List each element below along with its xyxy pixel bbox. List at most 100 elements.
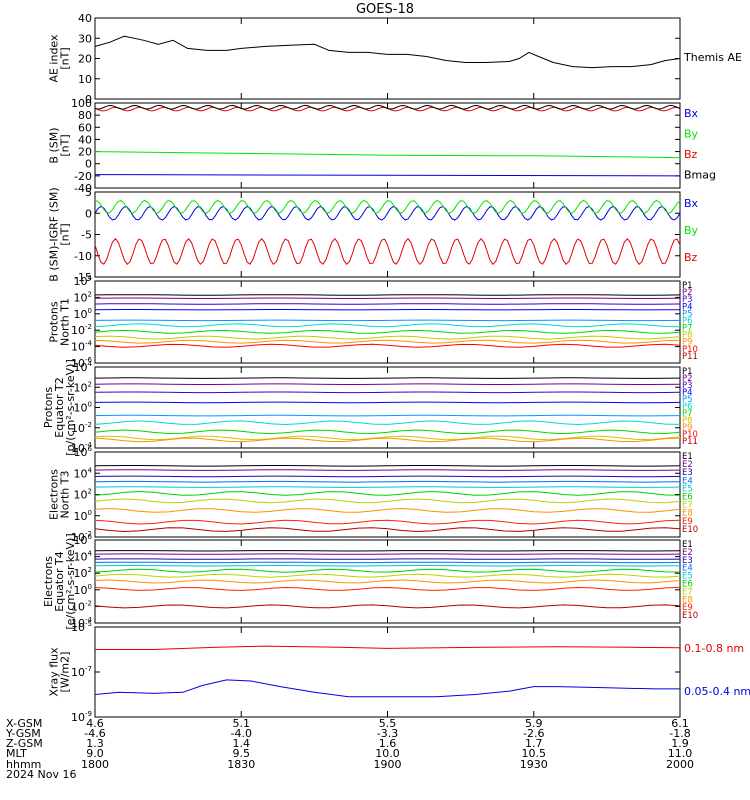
channel-label: E9 <box>682 603 693 613</box>
footer-value: -3.3 <box>377 727 398 740</box>
channel-label: E8 <box>682 595 693 605</box>
y-axis-label: North T1 <box>59 298 72 346</box>
channel-label: E6 <box>682 493 693 503</box>
y-tick-label: -15 <box>74 271 92 284</box>
legend-label: By <box>684 128 699 141</box>
y-tick-label: -5 <box>81 229 92 242</box>
channel-line-e9 <box>94 586 681 591</box>
footer-value: 5.5 <box>379 717 397 730</box>
y-axis-label: Electrons <box>48 469 61 520</box>
y-axis-label: [e/(cm²-s-sr-keV)] <box>64 533 77 629</box>
y-axis-label: B (SM) <box>48 127 61 163</box>
channel-label: P3 <box>682 381 693 391</box>
channel-label: P10 <box>682 430 698 440</box>
panel-frame <box>94 626 681 718</box>
channel-line-e8 <box>94 507 681 513</box>
footer-value: -2.6 <box>523 727 544 740</box>
footer-value: 1.7 <box>525 737 543 750</box>
y-tick-label: 40 <box>78 12 92 25</box>
channel-label: E1 <box>682 540 693 550</box>
y-axis-label: AE index <box>48 34 61 83</box>
channel-label: E10 <box>682 525 698 535</box>
footer-value: 1.9 <box>671 737 689 750</box>
channel-line-p4 <box>94 401 681 404</box>
channel-line-e9 <box>94 519 681 525</box>
y-tick-label: 10-5 <box>71 620 92 634</box>
channel-label: E4 <box>682 564 693 574</box>
y-tick-label: 102 <box>74 488 92 502</box>
y-axis-label: B (SM)-IGRF (SM) <box>48 187 61 281</box>
channel-label: P6 <box>682 316 693 326</box>
channel-label: E2 <box>682 548 693 558</box>
y-tick-label: -20 <box>74 170 92 183</box>
footer-value: -4.6 <box>84 727 105 740</box>
channel-label: P11 <box>682 437 698 447</box>
y-tick-label: 100 <box>74 583 92 597</box>
channel-label: E5 <box>682 484 693 494</box>
y-tick-label: 10-6 <box>71 356 93 370</box>
y-tick-label: 20 <box>78 53 92 66</box>
legend-label: Bmag <box>684 169 716 182</box>
series-line-bx <box>94 174 681 177</box>
legend-label: Themis AE <box>683 51 742 64</box>
footer-value: 5.1 <box>233 717 251 730</box>
footer-value: 10.5 <box>522 747 547 760</box>
footer-value: 9.0 <box>86 747 104 760</box>
footer-value: 5.9 <box>525 717 543 730</box>
y-axis-label: [nT] <box>59 134 72 156</box>
legend-label: Bx <box>684 107 699 120</box>
y-tick-label: 10-2 <box>71 421 92 435</box>
footer-value: 1.3 <box>86 737 104 750</box>
y-axis-label: [nT] <box>59 223 72 245</box>
y-axis-label: Equator T2 <box>53 377 66 437</box>
channel-label: P2 <box>682 374 693 384</box>
channel-label: P4 <box>682 302 693 312</box>
channel-label: P1 <box>682 281 693 291</box>
channel-line-p2 <box>94 383 681 385</box>
panel-frame <box>94 280 681 364</box>
y-tick-label: 100 <box>71 97 92 110</box>
footer-value: 9.5 <box>233 747 251 760</box>
footer-value: 10.0 <box>375 747 400 760</box>
y-tick-label: 60 <box>78 121 92 134</box>
y-tick-label: 104 <box>74 274 93 288</box>
channel-label: P9 <box>682 338 693 348</box>
y-tick-label: 100 <box>74 307 92 321</box>
footer-row-label: X-GSM <box>6 717 42 730</box>
y-tick-label: -10 <box>74 250 92 263</box>
y-tick-label: 104 <box>74 360 93 374</box>
y-tick-label: -40 <box>74 182 92 195</box>
legend-label: Bz <box>684 148 698 161</box>
footer-row-label: Y-GSM <box>5 727 41 740</box>
channel-line-e10 <box>94 604 681 609</box>
series-group: Themis AE <box>94 35 742 69</box>
channel-label: P8 <box>682 331 693 341</box>
y-tick-label: 100 <box>74 401 92 415</box>
channel-line-e10 <box>94 527 681 533</box>
y-tick-label: 10-2 <box>71 323 92 337</box>
series-line-bz <box>94 106 681 112</box>
legend-label: 0.1-0.8 nm <box>684 642 744 655</box>
y-tick-label: 10-4 <box>71 616 93 630</box>
y-tick-label: 5 <box>85 186 92 199</box>
channel-line-e5 <box>94 565 681 567</box>
series-group: Bx By Bz <box>94 197 699 265</box>
y-axis-label: Electrons <box>42 556 55 607</box>
series-line-themis-ae <box>94 35 681 69</box>
footer-value: 6.1 <box>671 717 689 730</box>
y-axis-label: [W/m2] <box>59 652 72 693</box>
channel-line-p6 <box>94 420 681 426</box>
channel-line-e2 <box>94 469 681 471</box>
y-tick-label: 0 <box>85 93 92 106</box>
y-tick-label: 104 <box>74 466 93 480</box>
y-tick-label: 102 <box>74 290 92 304</box>
y-tick-label: 104 <box>74 550 93 564</box>
footer-value: -4.0 <box>231 727 252 740</box>
